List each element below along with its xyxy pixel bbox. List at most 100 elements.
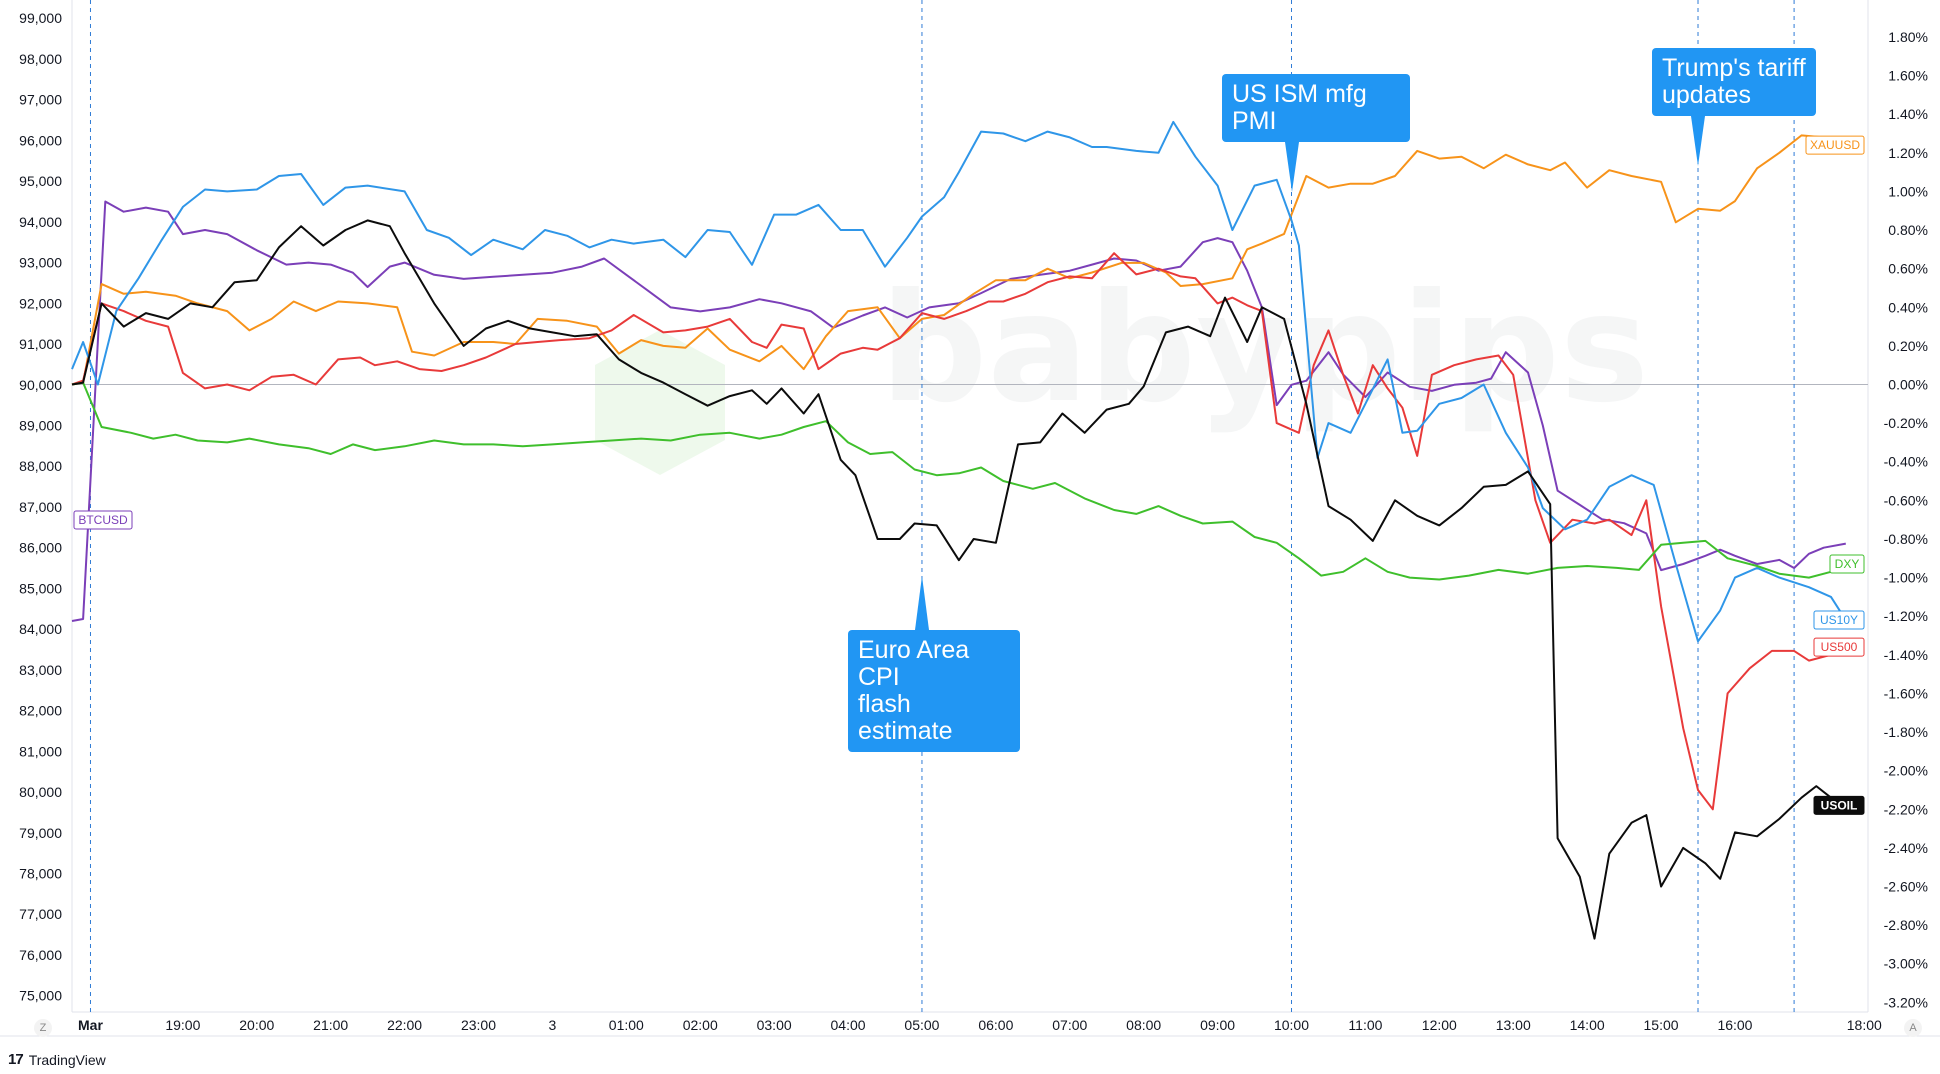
auto-scale-right-button[interactable]: A (1904, 1019, 1922, 1037)
time-tick-label: 14:00 (1570, 1017, 1605, 1033)
series-label-btcusd: BTCUSD (73, 510, 133, 530)
time-tick-label: 16:00 (1717, 1017, 1752, 1033)
event-callout-text: Trump's tariff updates (1662, 54, 1806, 109)
right-tick-label: 1.00% (1888, 183, 1928, 199)
time-tick-label: 12:00 (1422, 1017, 1457, 1033)
right-tick-label: 0.40% (1888, 299, 1928, 315)
left-tick-label: 94,000 (19, 214, 62, 230)
right-tick-label: 1.80% (1888, 29, 1928, 45)
right-tick-label: 1.40% (1888, 106, 1928, 122)
right-percent-axis[interactable]: 1.80% 1.60% 1.40% 1.20% 1.00% 0.80% 0.60% 0.40%… (1884, 29, 1928, 1010)
time-tick-label: 19:00 (165, 1017, 200, 1033)
right-tick-label: -3.20% (1884, 994, 1928, 1010)
series-end-labels: XAUUSD DXY US10Y BTCUSD US500 USOIL (73, 135, 1865, 815)
series-line-dxy (71, 381, 1847, 581)
left-tick-label: 90,000 (19, 377, 62, 393)
left-tick-label: 89,000 (19, 417, 62, 433)
left-tick-label: 85,000 (19, 580, 62, 596)
svg-text:USOIL: USOIL (1821, 798, 1858, 812)
left-tick-label: 81,000 (19, 743, 62, 759)
right-tick-label: -1.20% (1884, 608, 1928, 624)
event-callout-3: Trump's tariff updates (1652, 48, 1816, 166)
left-tick-label: 83,000 (19, 662, 62, 678)
left-tick-label: 88,000 (19, 458, 62, 474)
right-tick-label: -1.00% (1884, 570, 1928, 586)
right-tick-label: -1.80% (1884, 724, 1928, 740)
right-tick-label: -0.80% (1884, 531, 1928, 547)
time-tick-label: 06:00 (978, 1017, 1013, 1033)
callout-pointer-icon (1691, 116, 1705, 166)
right-tick-label: 0.20% (1888, 338, 1928, 354)
left-tick-label: 92,000 (19, 295, 62, 311)
series-label-usoil: USOIL (1813, 795, 1865, 815)
left-tick-label: 78,000 (19, 866, 62, 882)
watermark-text: babypips (880, 262, 1649, 436)
svg-text:XAUUSD: XAUUSD (1810, 138, 1860, 152)
right-tick-label: -0.20% (1884, 415, 1928, 431)
auto-scale-left-button[interactable]: Z (34, 1019, 52, 1037)
series-label-us10y: US10Y (1813, 610, 1865, 630)
time-tick-label: 10:00 (1274, 1017, 1309, 1033)
callout-pointer-icon (914, 576, 929, 630)
right-tick-label: -2.20% (1884, 801, 1928, 817)
right-tick-label: 0.60% (1888, 261, 1928, 277)
series-label-dxy: DXY (1829, 554, 1865, 574)
left-tick-label: 86,000 (19, 540, 62, 556)
left-tick-label: 91,000 (19, 336, 62, 352)
left-tick-label: 84,000 (19, 621, 62, 637)
tradingview-logo[interactable]: 17 TradingView (8, 1051, 106, 1068)
left-tick-label: 77,000 (19, 906, 62, 922)
event-callout-text: US ISM mfg PMI (1232, 80, 1367, 135)
right-tick-label: 1.20% (1888, 145, 1928, 161)
tradingview-logo-text: TradingView (28, 1051, 106, 1068)
series-label-us500: US500 (1813, 637, 1865, 657)
left-tick-label: 76,000 (19, 947, 62, 963)
time-tick-label: 05:00 (904, 1017, 939, 1033)
chart-grid (0, 0, 1940, 1037)
time-tick-label: 18:00 (1847, 1017, 1882, 1033)
time-axis[interactable]: Mar 19:00 20:00 21:00 22:00 23:00 3 01:00 02:00 0… (78, 1017, 1882, 1033)
time-tick-label: 13:00 (1496, 1017, 1531, 1033)
series-line-us10y (71, 120, 1847, 643)
time-tick-label: 08:00 (1126, 1017, 1161, 1033)
svg-text:DXY: DXY (1835, 557, 1860, 571)
left-tick-label: 98,000 (19, 51, 62, 67)
time-tick-label: 21:00 (313, 1017, 348, 1033)
callout-pointer-icon (1284, 142, 1299, 192)
time-tick-label: 20:00 (239, 1017, 274, 1033)
tradingview-mark-icon: 17 (8, 1051, 24, 1068)
series-line-us500 (71, 252, 1847, 811)
series-line-btcusd (71, 200, 1846, 622)
series-group (71, 120, 1847, 940)
left-tick-label: 97,000 (19, 92, 62, 108)
time-tick-label: 15:00 (1644, 1017, 1679, 1033)
right-tick-label: -0.40% (1884, 454, 1928, 470)
left-tick-label: 82,000 (19, 703, 62, 719)
left-tick-label: 87,000 (19, 499, 62, 515)
time-tick-label: 09:00 (1200, 1017, 1235, 1033)
svg-text:US10Y: US10Y (1820, 613, 1858, 627)
left-tick-label: 80,000 (19, 784, 62, 800)
left-tick-label: 99,000 (19, 10, 62, 26)
event-callout-2: US ISM mfg PMI (1222, 74, 1410, 192)
right-tick-label: 0.80% (1888, 222, 1928, 238)
left-price-axis[interactable]: 99,000 98,000 97,000 96,000 95,000 94,000 93,0… (19, 10, 62, 1004)
right-tick-label: -2.00% (1884, 763, 1928, 779)
right-tick-label: 1.60% (1888, 68, 1928, 84)
right-tick-label: -2.80% (1884, 917, 1928, 933)
time-tick-label: 07:00 (1052, 1017, 1087, 1033)
series-line-xauusd (71, 134, 1847, 386)
left-tick-label: 75,000 (19, 988, 62, 1004)
series-label-xauusd: XAUUSD (1805, 135, 1865, 155)
event-callout-1: Euro Area CPI flash estimate (848, 576, 1020, 752)
time-tick-label: 22:00 (387, 1017, 422, 1033)
right-tick-label: -2.60% (1884, 879, 1928, 895)
right-tick-label: -3.00% (1884, 956, 1928, 972)
svg-text:US500: US500 (1821, 640, 1858, 654)
right-tick-label: 0.00% (1888, 377, 1928, 393)
time-tick-label: 23:00 (461, 1017, 496, 1033)
time-tick-label: 02:00 (683, 1017, 718, 1033)
left-tick-label: 96,000 (19, 132, 62, 148)
time-tick-label: 3 (549, 1017, 557, 1033)
